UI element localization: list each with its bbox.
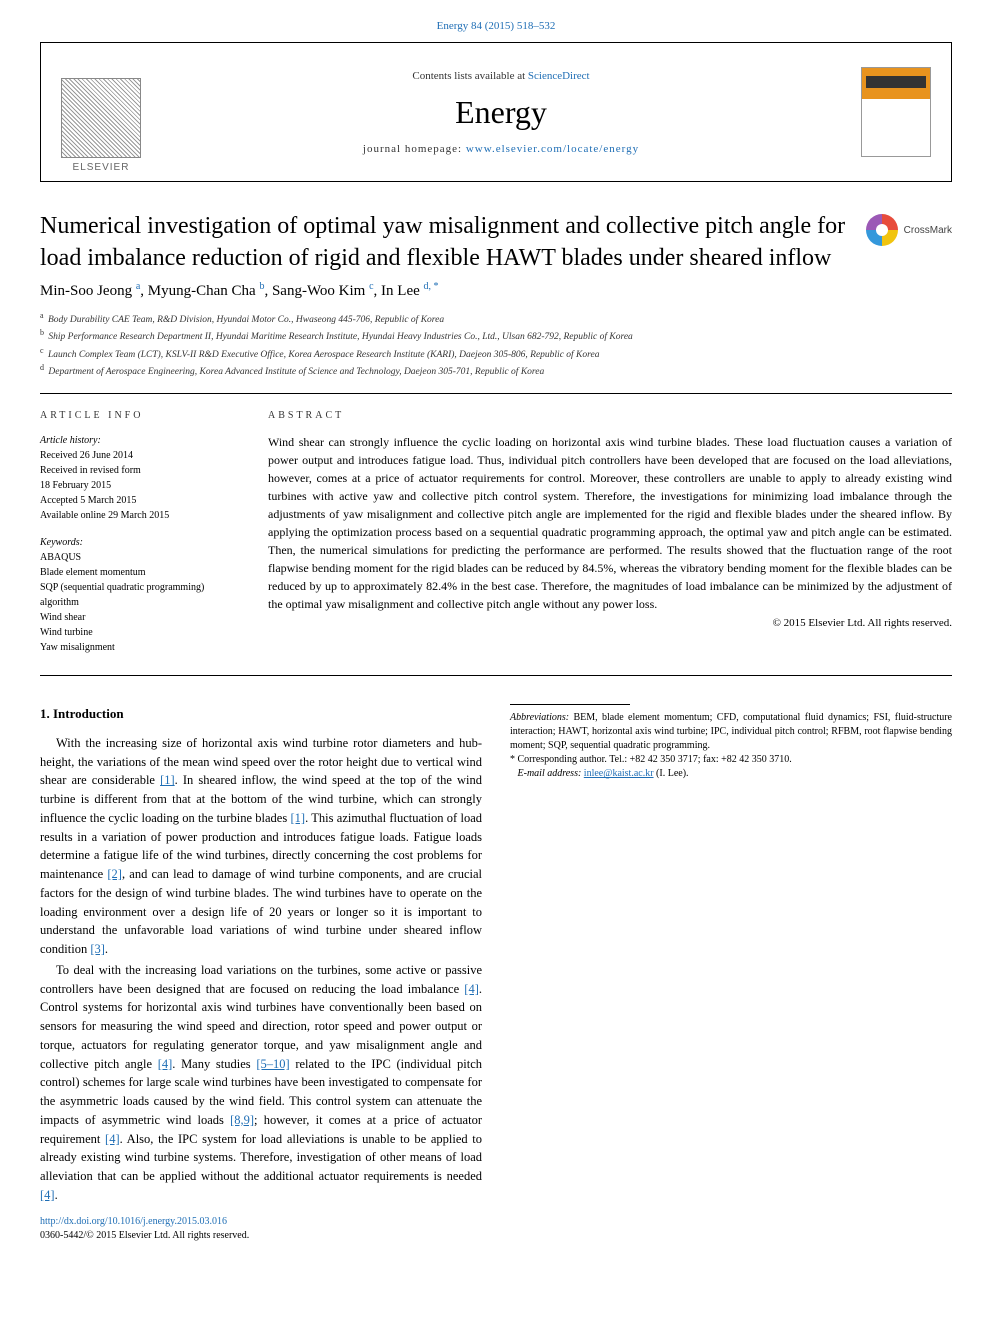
doi-header: Energy 84 (2015) 518–532 — [0, 0, 992, 42]
abbrev-label: Abbreviations: — [510, 712, 569, 723]
email-footnote: E-mail address: inlee@kaist.ac.kr (I. Le… — [510, 767, 952, 781]
footnotes: Abbreviations: BEM, blade element moment… — [510, 711, 952, 781]
journal-banner: ELSEVIER Contents lists available at Sci… — [40, 42, 952, 182]
publisher-logo-block: ELSEVIER — [41, 43, 161, 181]
history-revised-1: Received in revised form — [40, 463, 240, 478]
article-title: Numerical investigation of optimal yaw m… — [40, 210, 846, 275]
homepage-prefix: journal homepage: — [363, 143, 466, 155]
history-received: Received 26 June 2014 — [40, 448, 240, 463]
keyword-item: Yaw misalignment — [40, 640, 240, 655]
corresponding-author-footnote: * Corresponding author. Tel.: +82 42 350… — [510, 753, 952, 767]
homepage-line: journal homepage: www.elsevier.com/locat… — [363, 143, 639, 155]
ref-link[interactable]: [1] — [160, 773, 175, 787]
ref-link[interactable]: [3] — [90, 942, 105, 956]
rule-top — [40, 393, 952, 394]
homepage-link[interactable]: www.elsevier.com/locate/energy — [466, 143, 639, 155]
contents-line: Contents lists available at ScienceDirec… — [412, 70, 589, 82]
keyword-item: Wind turbine — [40, 625, 240, 640]
affiliation-line: a Body Durability CAE Team, R&D Division… — [40, 310, 952, 327]
elsevier-tree-icon — [61, 78, 141, 158]
history-revised-2: 18 February 2015 — [40, 478, 240, 493]
crossmark-label: CrossMark — [904, 225, 952, 236]
ref-link[interactable]: [4] — [105, 1132, 120, 1146]
abstract-text: Wind shear can strongly influence the cy… — [268, 433, 952, 613]
keyword-item: Blade element momentum — [40, 565, 240, 580]
journal-cover-icon — [861, 67, 931, 157]
abstract-copyright: © 2015 Elsevier Ltd. All rights reserved… — [268, 615, 952, 632]
journal-name: Energy — [455, 94, 547, 131]
footnote-separator — [510, 704, 630, 705]
keywords-list: ABAQUSBlade element momentumSQP (sequent… — [40, 550, 240, 655]
crossmark-badge[interactable]: CrossMark — [866, 214, 952, 246]
abbrev-text: BEM, blade element momentum; CFD, comput… — [510, 712, 952, 751]
article-info-head: ARTICLE INFO — [40, 408, 240, 423]
history-online: Available online 29 March 2015 — [40, 508, 240, 523]
text-run: To deal with the increasing load variati… — [40, 963, 482, 996]
keywords-label: Keywords: — [40, 535, 240, 550]
affiliation-line: c Launch Complex Team (LCT), KSLV-II R&D… — [40, 345, 952, 362]
section-heading-intro: 1. Introduction — [40, 704, 482, 724]
intro-paragraph-2: To deal with the increasing load variati… — [40, 961, 482, 1205]
keyword-item: SQP (sequential quadratic programming) a… — [40, 580, 240, 610]
ref-link[interactable]: [4] — [158, 1057, 173, 1071]
intro-paragraph-1: With the increasing size of horizontal a… — [40, 734, 482, 959]
doi-link[interactable]: Energy 84 (2015) 518–532 — [437, 20, 556, 32]
keyword-item: ABAQUS — [40, 550, 240, 565]
history-label: Article history: — [40, 433, 240, 448]
journal-cover-title-bar — [866, 76, 926, 88]
abstract: ABSTRACT Wind shear can strongly influen… — [268, 408, 952, 655]
rule-bottom — [40, 675, 952, 676]
text-run: . — [105, 942, 108, 956]
affiliations: a Body Durability CAE Team, R&D Division… — [40, 310, 952, 380]
ref-link[interactable]: [4] — [464, 982, 479, 996]
history-accepted: Accepted 5 March 2015 — [40, 493, 240, 508]
issn-line: 0360-5442/© 2015 Elsevier Ltd. All right… — [40, 1230, 249, 1241]
crossmark-icon — [866, 214, 898, 246]
text-run: . Many studies — [172, 1057, 256, 1071]
keyword-item: Wind shear — [40, 610, 240, 625]
abstract-head: ABSTRACT — [268, 408, 952, 423]
affiliation-line: d Department of Aerospace Engineering, K… — [40, 362, 952, 379]
doi-url-link[interactable]: http://dx.doi.org/10.1016/j.energy.2015.… — [40, 1216, 227, 1227]
email-suffix: (I. Lee). — [654, 768, 689, 779]
contents-prefix: Contents lists available at — [412, 70, 527, 82]
page-footer: http://dx.doi.org/10.1016/j.energy.2015.… — [40, 1215, 952, 1243]
ref-link[interactable]: [1] — [291, 811, 306, 825]
abbreviations-footnote: Abbreviations: BEM, blade element moment… — [510, 711, 952, 753]
affiliation-line: b Ship Performance Research Department I… — [40, 327, 952, 344]
ref-link[interactable]: [8,9] — [230, 1113, 254, 1127]
sciencedirect-link[interactable]: ScienceDirect — [528, 70, 590, 82]
authors-line: Min-Soo Jeong a, Myung-Chan Cha b, Sang-… — [40, 281, 952, 300]
text-run: . — [55, 1188, 58, 1202]
banner-center: Contents lists available at ScienceDirec… — [161, 43, 841, 181]
body-columns: 1. Introduction With the increasing size… — [40, 704, 952, 1204]
email-label: E-mail address: — [518, 768, 584, 779]
ref-link[interactable]: [2] — [107, 867, 122, 881]
ref-link[interactable]: [5–10] — [256, 1057, 289, 1071]
email-link[interactable]: inlee@kaist.ac.kr — [584, 768, 654, 779]
journal-cover-block — [841, 43, 951, 181]
article-info: ARTICLE INFO Article history: Received 2… — [40, 408, 240, 655]
ref-link[interactable]: [4] — [40, 1188, 55, 1202]
elsevier-label: ELSEVIER — [73, 162, 130, 173]
